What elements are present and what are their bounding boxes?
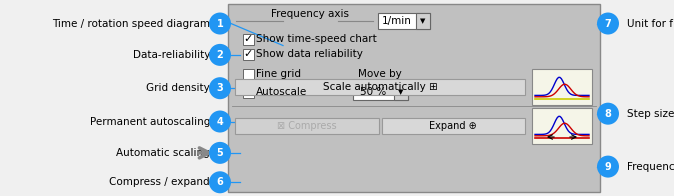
Bar: [378, 13, 430, 29]
Bar: [353, 84, 408, 100]
Text: Expand ⊕: Expand ⊕: [429, 121, 477, 131]
Text: 4: 4: [216, 116, 223, 127]
Text: ▼: ▼: [421, 18, 426, 24]
Text: Show data reliability: Show data reliability: [256, 49, 363, 59]
Text: 1/min: 1/min: [382, 16, 412, 26]
Circle shape: [209, 111, 231, 132]
Bar: [235, 118, 379, 134]
Circle shape: [209, 77, 231, 99]
Text: Move by: Move by: [358, 69, 402, 79]
Text: Frequency axis: Frequency axis: [271, 9, 349, 19]
Text: Step size: Step size: [627, 109, 674, 119]
Text: ⊠ Compress: ⊠ Compress: [277, 121, 336, 131]
Bar: [416, 13, 430, 29]
Bar: [243, 48, 253, 60]
Text: ✓: ✓: [243, 34, 253, 44]
Text: 5: 5: [216, 148, 223, 158]
Text: Autoscale: Autoscale: [256, 87, 307, 97]
Text: 7: 7: [605, 18, 611, 29]
Text: Compress / expand: Compress / expand: [109, 177, 210, 187]
Text: Frequency shift: Frequency shift: [627, 162, 674, 172]
Text: ✓: ✓: [243, 49, 253, 59]
Text: 9: 9: [605, 162, 611, 172]
Bar: [243, 68, 253, 80]
Text: Unit for frequency axis: Unit for frequency axis: [627, 18, 674, 29]
Text: 8: 8: [605, 109, 611, 119]
Bar: [243, 86, 253, 97]
Text: 1: 1: [216, 18, 223, 29]
Text: Grid density: Grid density: [146, 83, 210, 93]
Bar: [235, 79, 525, 95]
Bar: [394, 84, 408, 100]
Circle shape: [209, 44, 231, 66]
Bar: [243, 34, 253, 44]
Text: Scale automatically ⊞: Scale automatically ⊞: [323, 82, 437, 92]
Text: 6: 6: [216, 177, 223, 187]
Text: Show time-speed chart: Show time-speed chart: [256, 34, 377, 44]
Circle shape: [597, 103, 619, 125]
Bar: [532, 108, 592, 144]
Text: 2: 2: [216, 50, 223, 60]
Circle shape: [209, 13, 231, 34]
Circle shape: [209, 171, 231, 193]
Bar: [532, 69, 592, 105]
Circle shape: [597, 13, 619, 34]
Text: Permanent autoscaling: Permanent autoscaling: [90, 116, 210, 127]
Circle shape: [209, 142, 231, 164]
Bar: [228, 4, 600, 192]
Text: Fine grid: Fine grid: [256, 69, 301, 79]
Text: Data-reliability: Data-reliability: [133, 50, 210, 60]
Text: Automatic scaling: Automatic scaling: [116, 148, 210, 158]
Text: ▼: ▼: [398, 89, 404, 95]
Text: 50 %: 50 %: [361, 87, 387, 97]
Circle shape: [597, 156, 619, 178]
Bar: [381, 118, 525, 134]
Text: 3: 3: [216, 83, 223, 93]
Text: Time / rotation speed diagram: Time / rotation speed diagram: [52, 18, 210, 29]
